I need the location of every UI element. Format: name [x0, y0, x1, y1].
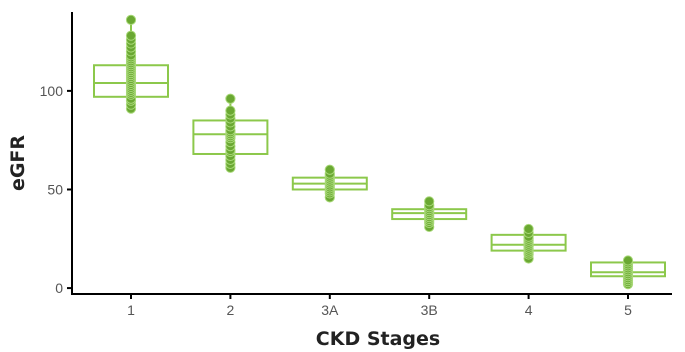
box-5 [590, 255, 666, 290]
data-point [225, 93, 236, 104]
data-point [523, 223, 534, 235]
x-axis-title: CKD Stages [316, 328, 440, 350]
x-tick-label: 3B [421, 302, 438, 318]
y-tick-label: 50 [47, 181, 63, 197]
data-point [324, 164, 335, 175]
box-3B [391, 196, 468, 233]
x-tick-label: 2 [227, 302, 235, 318]
x-tick-label: 3A [321, 302, 339, 318]
data-point [622, 255, 634, 266]
data-point [225, 105, 236, 116]
y-axis-ticks: 0 50 100 [40, 83, 72, 296]
data-point [125, 30, 137, 41]
box-4 [490, 223, 567, 264]
data-point [424, 196, 435, 207]
y-axis-title: eGFR [7, 135, 29, 191]
y-tick-label: 0 [55, 280, 63, 296]
y-tick-label: 100 [40, 83, 64, 99]
box-2 [192, 93, 269, 173]
data-point [125, 14, 137, 25]
x-tick-label: 4 [525, 302, 533, 318]
box-3A [291, 164, 368, 203]
box-1 [93, 14, 169, 114]
x-tick-label: 5 [624, 302, 632, 318]
box-group [93, 14, 666, 290]
x-tick-label: 1 [127, 302, 135, 318]
x-axis-ticks: 1 2 3A 3B 4 5 [127, 294, 632, 318]
